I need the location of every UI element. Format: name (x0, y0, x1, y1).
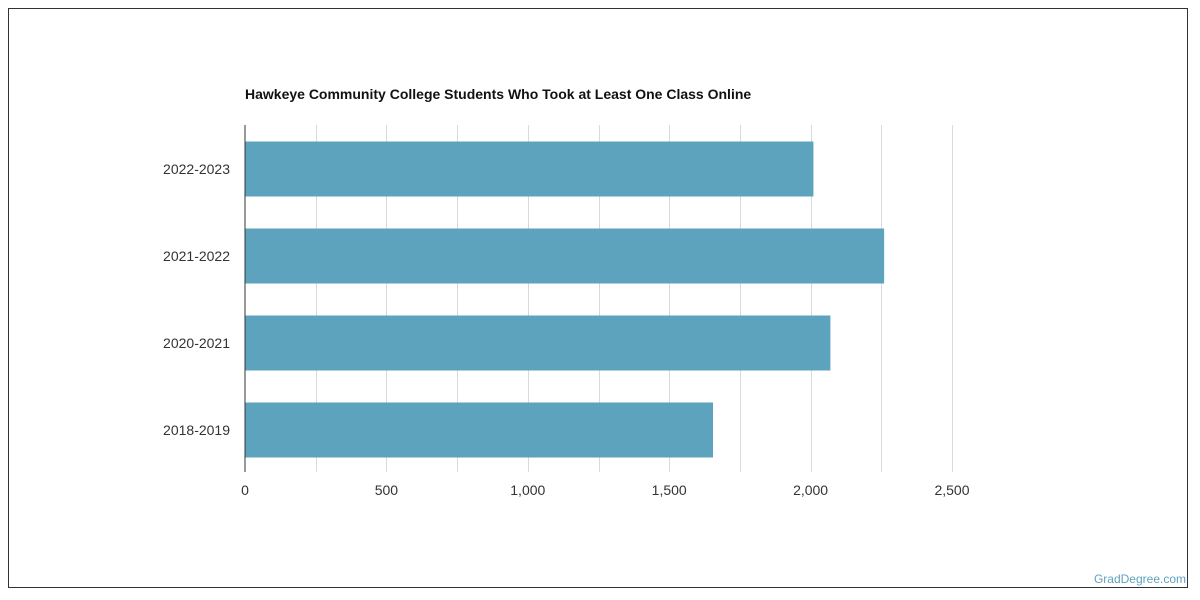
x-tick-label: 1,500 (652, 482, 687, 498)
watermark-link[interactable]: GradDegree.com (1093, 572, 1186, 586)
x-tick-label: 2,500 (934, 482, 969, 498)
x-tick-label: 2,000 (793, 482, 828, 498)
chart-title: Hawkeye Community College Students Who T… (245, 86, 751, 102)
bar-2021-2022 (245, 228, 885, 284)
bar-2022-2023 (245, 141, 814, 197)
x-tick-label: 0 (241, 482, 249, 498)
chart-frame (8, 8, 1188, 588)
x-tick-labels: 0 500 1,000 1,500 2,000 2,500 (241, 482, 970, 498)
x-tick-label: 1,000 (510, 482, 545, 498)
bar-2018-2019 (245, 402, 714, 458)
category-label: 2020-2021 (163, 335, 230, 351)
category-label: 2018-2019 (163, 422, 230, 438)
category-labels: 2022-2023 2021-2022 2020-2021 2018-2019 (163, 161, 230, 438)
category-label: 2021-2022 (163, 248, 230, 264)
x-tick-label: 500 (375, 482, 399, 498)
bar-2020-2021 (245, 315, 831, 371)
bars (245, 141, 885, 458)
category-label: 2022-2023 (163, 161, 230, 177)
